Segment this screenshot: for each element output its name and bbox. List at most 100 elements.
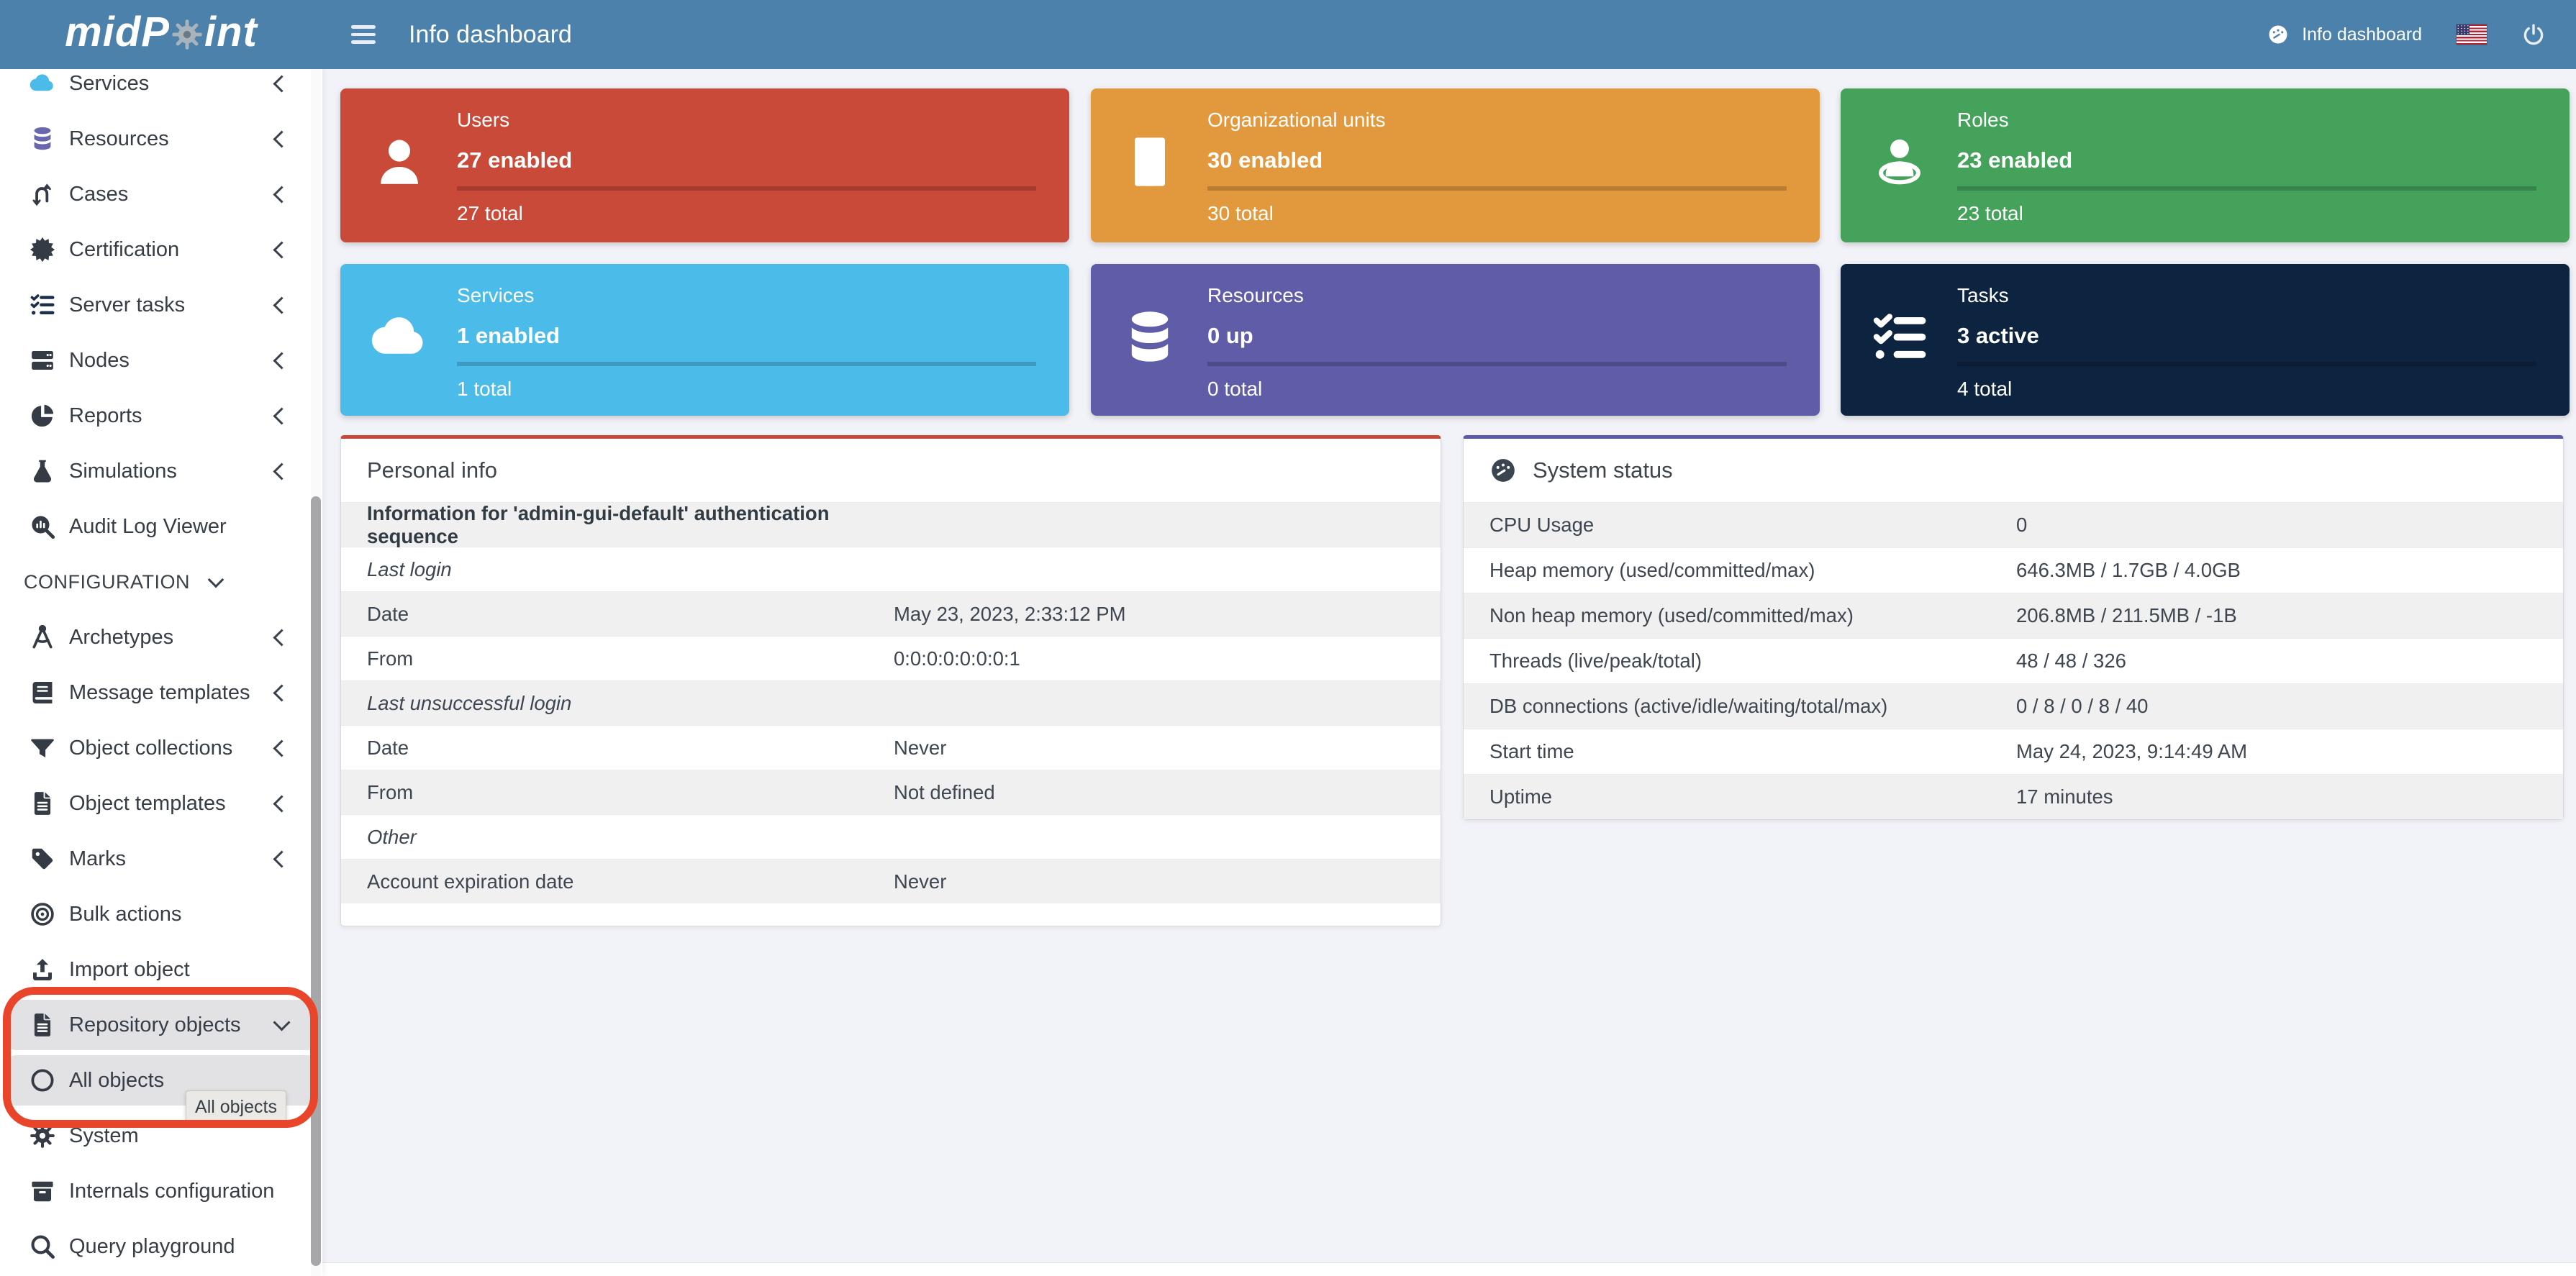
chevron-left-icon (273, 351, 291, 370)
personal-info-panel: Personal info Information for 'admin-gui… (340, 435, 1441, 926)
chevron-left-icon (273, 683, 291, 702)
table-row: DB connections (active/idle/waiting/tota… (1464, 683, 2563, 729)
sidebar-item-label: Object collections (69, 736, 233, 760)
sidebar-item-server-tasks[interactable]: Server tasks (7, 280, 317, 330)
infobox-title: Services (457, 284, 535, 306)
row-label: Last unsuccessful login (367, 691, 572, 714)
sidebar-item-import-object[interactable]: Import object (7, 944, 317, 995)
bullseye-icon (26, 901, 59, 928)
locale-flag-us[interactable] (2457, 24, 2487, 45)
infobox-progress-line (1207, 186, 1787, 191)
section-label: CONFIGURATION (24, 570, 190, 593)
table-row: Non heap memory (used/committed/max) 206.… (1464, 593, 2563, 638)
sidebar-item-cases[interactable]: Cases (7, 169, 317, 219)
infobox-progress-line (1957, 186, 2536, 191)
infobox-services[interactable]: Services 1 enabled 1 total (340, 264, 1069, 416)
row-label: Last login (367, 557, 452, 580)
sidebar-toggle-button[interactable] (351, 25, 376, 44)
upload-icon (26, 956, 59, 983)
breadcrumb[interactable]: Info dashboard (2267, 24, 2422, 45)
sidebar-item-object-templates[interactable]: Object templates (7, 778, 317, 829)
sidebar-item-reports[interactable]: Reports (7, 391, 317, 441)
infobox-headline: 23 enabled (1957, 147, 2073, 173)
row-label: Information for 'admin-gui-default' auth… (367, 501, 830, 547)
sidebar-scrollbar-thumb[interactable] (311, 496, 321, 1266)
sidebar-item-label: Certification (69, 237, 180, 261)
table-row: Last unsuccessful login (341, 680, 1441, 725)
sidebar-item-simulations[interactable]: Simulations (7, 446, 317, 496)
row-value: May 23, 2023, 2:33:12 PM (894, 602, 1126, 625)
system-status-table: CPU Usage 0 Heap memory (used/committed/ma… (1464, 502, 2563, 819)
sidebar-item-label: Object templates (69, 791, 226, 815)
infobox-title: Tasks (1957, 284, 2009, 306)
logout-power-icon[interactable] (2521, 22, 2546, 47)
file-icon (26, 1011, 59, 1039)
chevron-down-icon (207, 571, 225, 588)
sidebar-item-nodes[interactable]: Nodes (7, 335, 317, 386)
compass-icon (26, 624, 59, 651)
sidebar-item-label: Reports (69, 404, 142, 427)
sidebar-item-marks[interactable]: Marks (7, 834, 317, 884)
row-value: May 24, 2023, 9:14:49 AM (2016, 740, 2248, 762)
row-label: Heap memory (used/committed/max) (1489, 559, 1815, 581)
table-row: Information for 'admin-gui-default' auth… (341, 502, 1441, 547)
infobox-roles[interactable]: Roles 23 enabled 23 total (1841, 88, 2570, 242)
infobox-title: Organizational units (1207, 109, 1386, 131)
page-title: Info dashboard (409, 20, 572, 48)
sidebar-item-services[interactable]: Services (7, 69, 317, 109)
row-value: 0 / 8 / 0 / 8 / 40 (2016, 695, 2149, 717)
infobox-resources[interactable]: Resources 0 up 0 total (1091, 264, 1820, 416)
row-label: Uptime (1489, 785, 1553, 808)
row-label: Date (367, 736, 409, 759)
sidebar-item-label: Message templates (69, 680, 250, 704)
personal-info-table: Information for 'admin-gui-default' auth… (341, 502, 1441, 903)
infobox-headline: 27 enabled (457, 147, 573, 173)
table-row: From 0:0:0:0:0:0:0:1 (341, 636, 1441, 680)
app-logo[interactable]: midP int (0, 0, 322, 72)
sidebar-item-query-playground[interactable]: Query playground (7, 1221, 317, 1272)
database-icon (26, 125, 59, 152)
sidebar-section-configuration[interactable]: CONFIGURATION (7, 557, 317, 607)
table-row: From Not defined (341, 770, 1441, 814)
logo-text-post: int (204, 8, 258, 55)
sidebar-item-archetypes[interactable]: Archetypes (7, 612, 317, 662)
row-value: Never (894, 736, 947, 759)
sidebar-item-label: Internals configuration (69, 1179, 275, 1203)
sidebar-item-object-collections[interactable]: Object collections (7, 723, 317, 773)
building-icon (1118, 130, 1182, 193)
sidebar: Services Resources Cases Certification Serve… (0, 69, 322, 1276)
chevron-left-icon (273, 628, 291, 647)
pie-chart-icon (26, 402, 59, 429)
infobox-title: Resources (1207, 284, 1304, 306)
list-check-icon (1868, 306, 1931, 369)
sidebar-item-audit-log-viewer[interactable]: Audit Log Viewer (7, 501, 317, 552)
circle-icon (26, 1067, 59, 1094)
row-label: Date (367, 602, 409, 625)
tooltip-all-objects: All objects (186, 1090, 286, 1124)
sidebar-item-label: Simulations (69, 459, 177, 483)
row-value: 17 minutes (2016, 785, 2113, 808)
infobox-total: 1 total (457, 378, 512, 400)
sidebar-item-label: Audit Log Viewer (69, 514, 227, 538)
sidebar-item-resources[interactable]: Resources (7, 114, 317, 164)
infobox-organizational-units[interactable]: Organizational units 30 enabled 30 total (1091, 88, 1820, 242)
navbar: midP int Info dashboard Info dashboard (0, 0, 2576, 69)
sidebar-item-label: System (69, 1124, 139, 1147)
system-status-title: System status (1533, 457, 1673, 483)
sidebar-item-certification[interactable]: Certification (7, 224, 317, 275)
infobox-tasks[interactable]: Tasks 3 active 4 total (1841, 264, 2570, 416)
table-row: Last login (341, 547, 1441, 591)
sidebar-item-internals-configuration[interactable]: Internals configuration (7, 1166, 317, 1216)
sidebar-item-repository-objects[interactable]: Repository objects (7, 1000, 317, 1050)
row-label: From (367, 780, 414, 803)
sidebar-item-all-objects[interactable]: All objects (7, 1055, 317, 1106)
horizontal-scrollbar-area[interactable] (322, 1262, 2576, 1276)
chevron-left-icon (273, 296, 291, 314)
sidebar-item-label: All objects (69, 1068, 165, 1092)
sidebar-item-label: Resources (69, 127, 169, 150)
sidebar-item-bulk-actions[interactable]: Bulk actions (7, 889, 317, 939)
infobox-users[interactable]: Users 27 enabled 27 total (340, 88, 1069, 242)
sidebar-item-message-templates[interactable]: Message templates (7, 667, 317, 718)
sidebar-item-label: Bulk actions (69, 902, 182, 926)
sidebar-item-label: Import object (69, 957, 190, 981)
